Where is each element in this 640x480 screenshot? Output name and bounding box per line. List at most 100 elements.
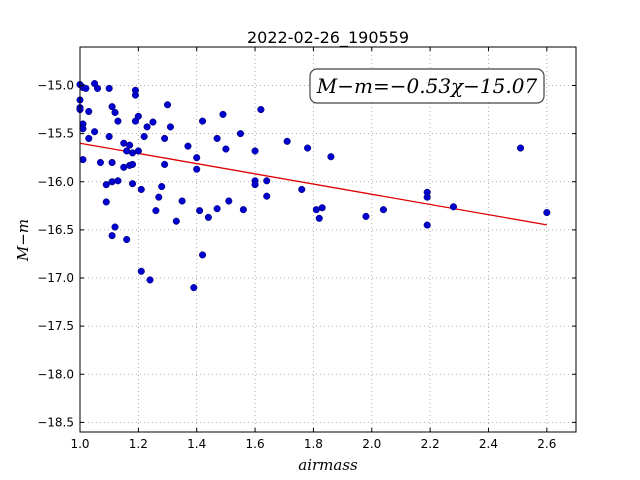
data-point xyxy=(178,197,186,205)
data-point xyxy=(449,203,458,211)
data-point xyxy=(82,84,90,92)
data-point xyxy=(257,106,265,114)
fit-equation: M−m=−0.53χ−15.07 xyxy=(316,74,538,98)
equation-frame xyxy=(309,68,545,104)
data-point xyxy=(379,206,387,214)
data-point xyxy=(114,117,122,125)
data-point xyxy=(298,185,306,193)
y-tick-label: −17.5 xyxy=(37,319,74,333)
data-point xyxy=(146,276,154,284)
x-tick-labels: 1.0 1.2 1.4 1.6 1.8 2.0 2.2 2.4 2.6 xyxy=(70,437,556,451)
data-point xyxy=(236,130,245,138)
data-point xyxy=(362,212,370,220)
y-tick-label: −15.5 xyxy=(37,127,74,141)
y-tick-label: −18.5 xyxy=(37,415,74,429)
data-point xyxy=(239,206,247,214)
data-point xyxy=(96,158,104,167)
data-point xyxy=(114,177,122,185)
data-point xyxy=(79,156,87,164)
data-point xyxy=(108,103,116,111)
y-tick-label: −17.0 xyxy=(37,271,74,285)
data-point xyxy=(93,84,102,92)
data-point xyxy=(134,112,142,120)
y-tick-label: −16.0 xyxy=(37,175,74,189)
axis-ticks xyxy=(79,47,576,432)
data-point xyxy=(543,209,551,217)
data-points xyxy=(76,80,551,292)
data-point xyxy=(219,110,227,118)
data-point xyxy=(91,128,99,136)
data-point xyxy=(193,154,201,162)
data-point xyxy=(423,193,431,201)
data-point xyxy=(517,144,525,152)
plot-frame xyxy=(79,46,577,433)
data-point xyxy=(198,117,207,125)
x-tick-label: 2.2 xyxy=(421,437,440,451)
data-point xyxy=(131,91,139,99)
data-point xyxy=(111,223,119,231)
data-point xyxy=(196,207,204,215)
data-point xyxy=(263,192,271,200)
data-point xyxy=(126,141,134,149)
data-point xyxy=(149,118,157,126)
data-point xyxy=(198,251,207,259)
data-point xyxy=(213,205,221,213)
data-point xyxy=(123,235,131,244)
data-point xyxy=(190,284,198,292)
data-point xyxy=(105,84,113,92)
x-tick-label: 2.4 xyxy=(479,437,498,451)
chart-title: 2022-02-26_190559 xyxy=(247,28,409,48)
x-tick-label: 1.4 xyxy=(187,437,206,451)
data-point xyxy=(213,134,221,142)
data-point xyxy=(193,165,201,173)
data-point xyxy=(161,160,169,168)
x-tick-label: 1.2 xyxy=(129,437,148,451)
data-point xyxy=(161,134,169,142)
data-point xyxy=(423,221,431,229)
data-point xyxy=(108,158,116,167)
x-tick-label: 1.0 xyxy=(70,437,89,451)
y-axis-label: M−m xyxy=(14,219,32,262)
data-point xyxy=(128,160,137,168)
y-tick-labels: −15.0 −15.5 −16.0 −16.5 −17.0 −17.5 −18.0 −18.5 xyxy=(37,79,74,430)
data-point xyxy=(315,214,323,222)
data-point xyxy=(152,207,160,215)
data-point xyxy=(163,101,172,109)
data-point xyxy=(251,181,259,189)
data-point xyxy=(283,137,291,145)
data-point xyxy=(304,144,312,152)
fit-equation-box: M−m=−0.53χ−15.07 xyxy=(309,68,545,104)
data-point xyxy=(158,183,166,191)
data-point xyxy=(143,123,151,131)
grid-lines xyxy=(79,47,576,432)
data-point xyxy=(184,142,192,150)
fit-line-group xyxy=(79,142,547,226)
data-point xyxy=(155,193,163,201)
data-point xyxy=(85,134,93,142)
x-tick-label: 2.0 xyxy=(362,437,381,451)
data-point xyxy=(102,181,110,189)
data-point xyxy=(137,267,145,275)
data-point xyxy=(108,178,116,186)
x-tick-label: 1.6 xyxy=(246,437,265,451)
data-point xyxy=(204,213,212,221)
data-point xyxy=(105,132,113,141)
x-tick-label: 1.8 xyxy=(304,437,323,451)
data-point xyxy=(79,125,87,133)
data-point xyxy=(327,153,335,161)
y-tick-label: −15.0 xyxy=(37,79,74,93)
data-point xyxy=(222,145,230,153)
fit-line xyxy=(79,142,547,226)
data-point xyxy=(251,147,259,155)
data-point xyxy=(318,204,326,212)
data-point xyxy=(140,132,148,141)
x-tick-label: 2.6 xyxy=(537,437,556,451)
data-point xyxy=(128,180,137,188)
data-point xyxy=(137,185,145,193)
data-point xyxy=(263,177,271,185)
data-point xyxy=(102,198,110,206)
data-point xyxy=(85,107,93,116)
data-point xyxy=(166,123,174,131)
data-point xyxy=(134,147,142,155)
